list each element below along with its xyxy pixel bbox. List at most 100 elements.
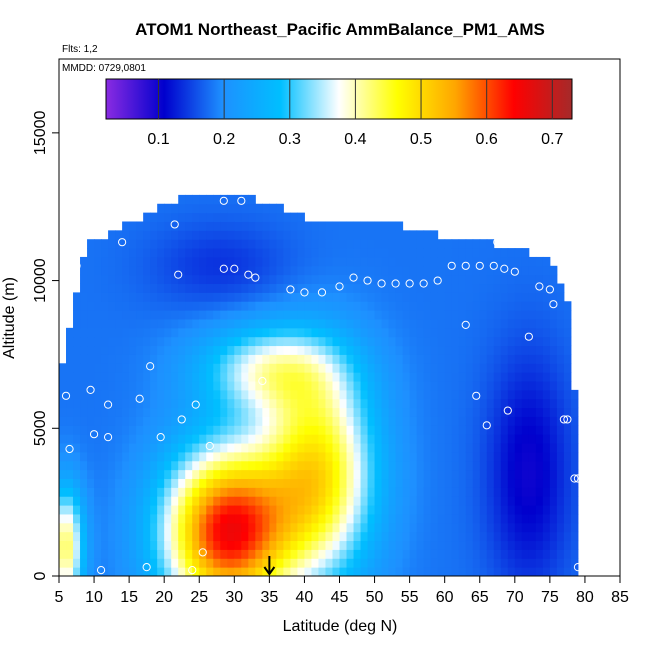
observation-point [503,406,512,415]
heatmap-cell [451,469,460,480]
heatmap-cell [206,265,214,276]
heatmap-cell [381,416,390,426]
heatmap-cell [563,372,572,382]
heatmap-cell [360,363,369,373]
heatmap-cell [73,292,81,302]
heatmap-cell [521,425,530,435]
heatmap-cell [157,292,165,302]
heatmap-cell [234,230,242,240]
heatmap-cell [500,487,509,497]
heatmap-cell [409,256,418,267]
x-tick-label: 30 [225,589,243,606]
heatmap-cell [437,345,446,355]
heatmap-cell [388,567,397,576]
heatmap-cell [248,434,256,444]
heatmap-cell [472,434,481,444]
heatmap-cell [213,567,221,576]
heatmap-cell [101,531,109,542]
colorbar-tick-label: 0.4 [344,131,366,148]
heatmap-cell [101,381,109,391]
heatmap-cell [339,513,348,524]
heatmap-cell [318,567,326,576]
heatmap-cell [164,345,172,355]
heatmap-cell [213,221,221,231]
heatmap-cell [549,354,558,364]
heatmap-cell [150,336,158,347]
heatmap-cell [388,540,397,550]
heatmap-cell [311,451,319,462]
heatmap-cell [430,239,439,249]
heatmap-cell [395,345,404,355]
heatmap-cell [73,487,81,497]
heatmap-cell [311,363,319,373]
heatmap-cell [409,398,418,409]
heatmap-cell [437,389,446,400]
heatmap-cell [87,398,95,409]
heatmap-cell [283,451,291,462]
heatmap-cell [304,487,312,497]
heatmap-cell [171,283,179,293]
heatmap-cell [388,345,397,355]
heatmap-cell [206,310,214,320]
heatmap-cell [451,522,460,533]
heatmap-cell [465,522,474,533]
heatmap-cell [521,469,530,480]
heatmap-cell [80,301,88,311]
heatmap-cell [458,451,467,462]
heatmap-cell [136,460,144,471]
heatmap-cell [570,558,579,568]
heatmap-cell [451,549,460,559]
heatmap-cell [500,451,509,462]
heatmap-cell [339,248,348,258]
heatmap-cell [129,265,137,276]
heatmap-cell [472,513,481,524]
x-tick-label: 75 [541,589,559,606]
heatmap-cell [143,513,151,524]
heatmap-cell [339,221,348,231]
heatmap-cell [416,513,425,524]
heatmap-cell [311,513,319,524]
heatmap-cell [220,460,228,471]
heatmap-cell [101,327,109,338]
heatmap-cell [479,522,488,533]
heatmap-cell [486,301,495,311]
heatmap-cell [507,283,516,293]
heatmap-cell [248,256,256,267]
heatmap-cell [269,336,277,347]
heatmap-cell [437,425,446,435]
heatmap-cell [416,469,425,480]
heatmap-cell [115,496,123,506]
heatmap-cell [199,549,207,559]
heatmap-cell [402,265,411,276]
heatmap-cell [269,221,277,231]
heatmap-cell [157,212,165,222]
heatmap-cell [444,248,453,258]
heatmap-cell [129,416,137,426]
heatmap-cell [199,336,207,347]
heatmap-cell [73,336,81,347]
heatmap-cell [150,372,158,382]
heatmap-cell [486,540,495,550]
heatmap-cell [164,434,172,444]
heatmap-cell [528,469,537,480]
heatmap-cell [269,239,277,249]
heatmap-cell [311,248,319,258]
heatmap-cell [73,531,81,542]
heatmap-cell [318,496,326,506]
heatmap-cell [94,425,102,435]
heatmap-cell [465,310,474,320]
heatmap-cell [199,416,207,426]
heatmap-cell [262,203,270,214]
heatmap-cell [192,389,200,400]
heatmap-cell [360,310,369,320]
heatmap-cell [409,540,418,550]
heatmap-cell [514,549,523,559]
heatmap-cell [507,434,516,444]
heatmap-cell [129,478,137,488]
observation-point [142,563,151,572]
heatmap-cell [465,372,474,382]
heatmap-cell [269,540,277,550]
heatmap-cell [570,513,579,524]
heatmap-cell [206,248,214,258]
heatmap-cell [276,345,284,355]
